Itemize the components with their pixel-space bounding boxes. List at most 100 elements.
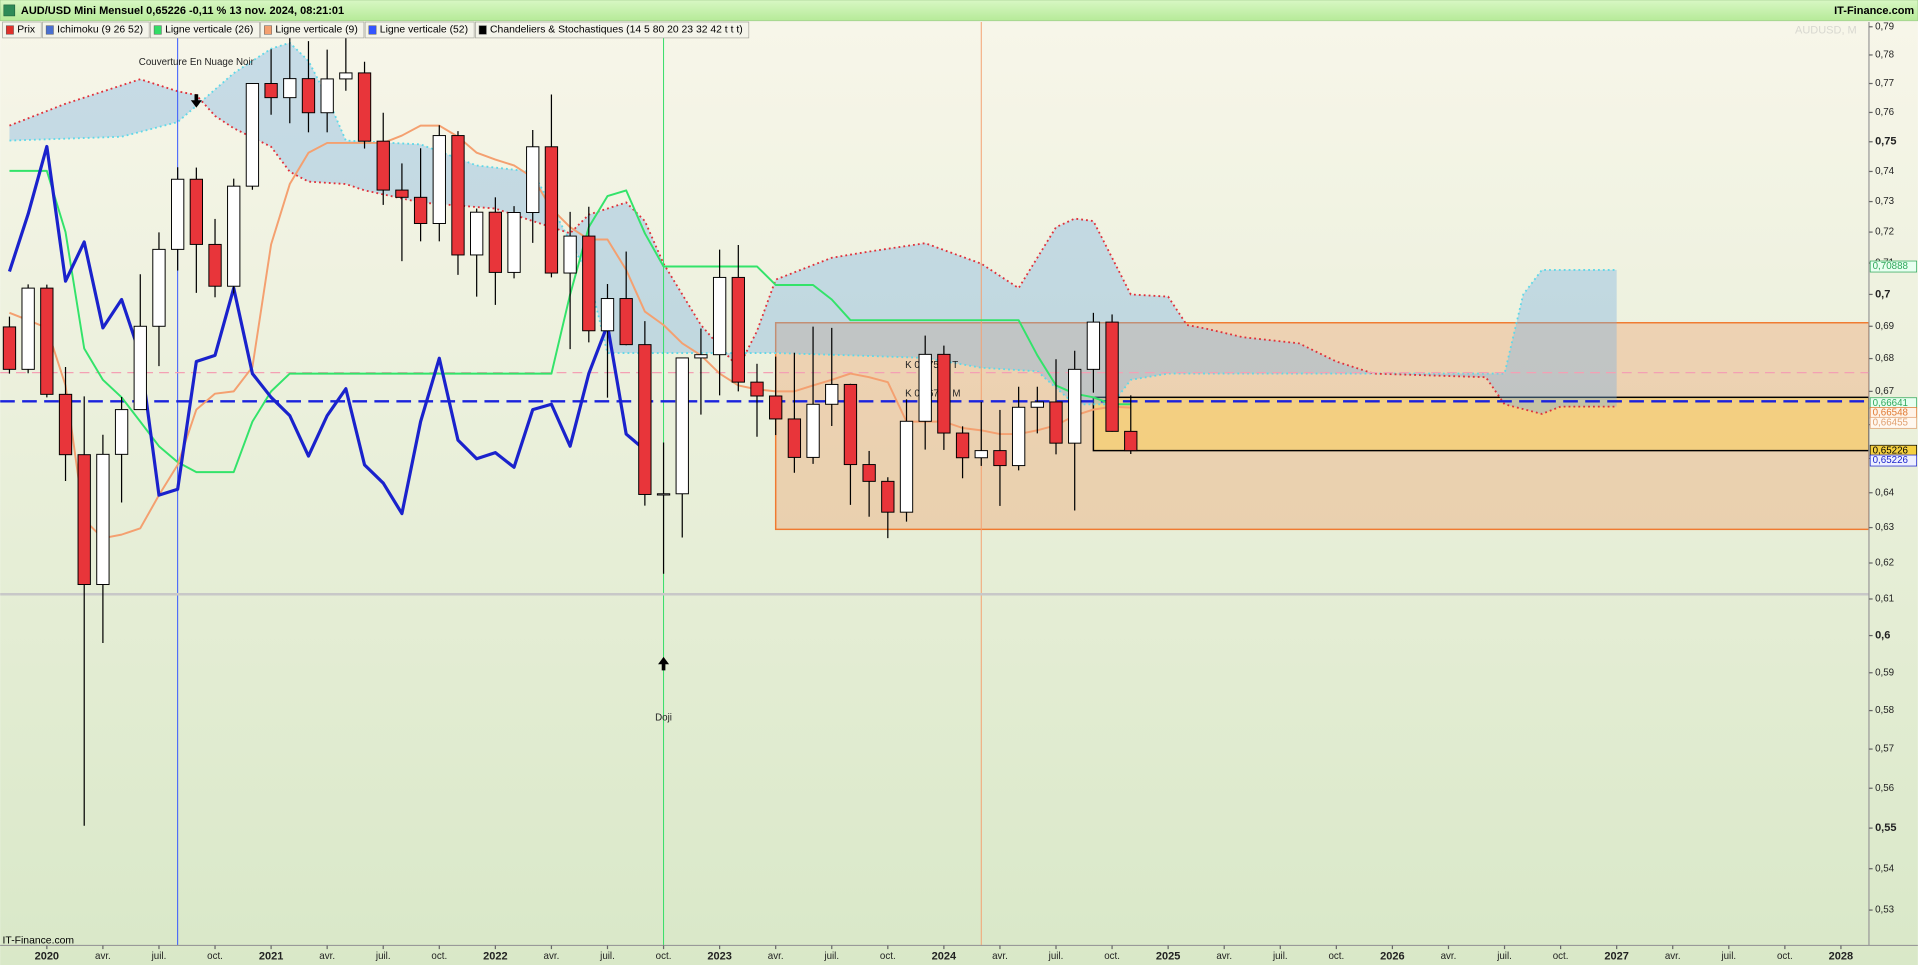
legend-swatch: [5, 25, 14, 35]
x-tick-label: oct.: [1328, 951, 1344, 962]
candle-body: [563, 235, 577, 274]
candle-body: [1049, 401, 1063, 444]
y-tick-label: 0,73: [1875, 196, 1894, 207]
y-tick-label: 0,61: [1875, 594, 1894, 605]
x-tick-label: juil.: [1720, 951, 1736, 962]
x-tick-label: avr.: [544, 951, 560, 962]
candle-body: [507, 212, 521, 273]
y-tick-label: 0,63: [1875, 522, 1894, 533]
candle-body: [881, 480, 895, 513]
legend-item: [42, 21, 150, 39]
y-tick-label: 0,75: [1875, 136, 1896, 148]
x-tick-label: oct.: [1553, 951, 1569, 962]
level-label: K 0,66700 M: [905, 389, 960, 400]
candle-body: [974, 450, 988, 459]
candle-body: [1030, 401, 1044, 408]
y-tick-label: 0,59: [1875, 667, 1894, 678]
x-tick-label: 2024: [932, 950, 957, 962]
x-tick-label: juil.: [1048, 951, 1064, 962]
candle-body: [1105, 321, 1119, 432]
price-tag: [1869, 454, 1918, 467]
candle-body: [582, 235, 596, 332]
annotation-arrow: [658, 656, 670, 671]
candle-body: [114, 409, 129, 455]
candle-body: [937, 353, 951, 434]
legend-label: Chandeliers & Stochastiques (14 5 80 20 …: [490, 25, 743, 36]
x-tick-label: 2026: [1380, 950, 1404, 962]
legend-label: Ligne verticale (9): [275, 25, 357, 36]
candle-body: [993, 450, 1007, 467]
legend-swatch: [45, 25, 54, 35]
y-tick-label: 0,58: [1875, 705, 1894, 716]
candle-body: [899, 420, 914, 513]
y-tick-label: 0,7: [1875, 288, 1890, 300]
x-tick-label: juil.: [1496, 951, 1512, 962]
y-tick-label: 0,72: [1875, 227, 1894, 238]
y-tick-label: 0,62: [1875, 558, 1894, 569]
candle-body: [40, 287, 54, 395]
candle-body: [526, 146, 540, 213]
candle-body: [955, 432, 970, 459]
legend-item: [475, 21, 750, 39]
y-tick-label: 0,54: [1875, 863, 1895, 874]
x-tick-label: avr.: [768, 951, 784, 962]
candle-body: [2, 326, 17, 370]
x-tick-label: juil.: [823, 951, 839, 962]
candle-body: [77, 454, 91, 586]
candle-body: [227, 185, 241, 287]
x-tick-label: 2022: [483, 950, 507, 962]
candle-body: [1011, 406, 1026, 467]
y-tick-label: 0,56: [1875, 783, 1894, 794]
candle-body: [600, 298, 615, 332]
x-tick-label: avr.: [1665, 951, 1681, 962]
x-tick-label: oct.: [656, 951, 672, 962]
y-tick-label: 0,55: [1875, 822, 1896, 834]
x-tick-label: 2025: [1156, 950, 1180, 962]
candle-body: [1068, 368, 1082, 444]
candle-body: [712, 276, 727, 356]
candle-body: [395, 189, 409, 198]
price-tag-label: 0,70888: [1873, 261, 1908, 272]
zone: [1092, 396, 1869, 452]
x-tick-label: 2028: [1829, 950, 1853, 962]
y-tick-label: 0,67: [1875, 386, 1894, 397]
legend-item: [260, 21, 365, 39]
candle-body: [488, 211, 503, 273]
source: IT-Finance.com: [1834, 5, 1914, 17]
y-tick-label: 0,6: [1875, 629, 1890, 641]
price-tag-label: 0,65226: [1873, 455, 1908, 466]
candle-body: [843, 383, 858, 466]
candle-body: [301, 78, 316, 114]
header-icon: [3, 4, 16, 17]
candle-body: [862, 464, 876, 482]
price-tag-label: 0,65226: [1873, 445, 1908, 456]
legend-item: [150, 21, 260, 39]
cloud-span: [9, 78, 1617, 415]
candle-body: [825, 383, 839, 405]
price-tag-label: 0,66455: [1873, 417, 1909, 428]
x-tick-label: avr.: [319, 951, 335, 962]
price-tag: [1869, 260, 1918, 273]
annotation-text: Doji: [655, 713, 672, 724]
y-tick-label: 0,68: [1875, 353, 1894, 364]
x-tick-label: oct.: [1777, 951, 1793, 962]
candle-body: [245, 83, 260, 187]
candle-body: [432, 135, 446, 224]
y-tick-label: 0,69: [1875, 321, 1894, 332]
x-tick-label: 2021: [259, 950, 283, 962]
x-tick-label: avr.: [95, 951, 111, 962]
candle-body: [787, 418, 802, 458]
indicator-line: [7, 144, 646, 516]
x-tick-label: oct.: [431, 951, 447, 962]
legend-swatch: [153, 25, 162, 35]
candle-body: [58, 393, 73, 456]
x-tick-label: avr.: [1216, 951, 1232, 962]
candle-body: [264, 83, 278, 99]
annotation-arrow: [190, 94, 202, 108]
x-tick-label: avr.: [992, 951, 1008, 962]
annotation-text: Couverture En Nuage Noir: [139, 57, 255, 68]
y-tick-label: 0,53: [1875, 905, 1894, 916]
legend-swatch: [264, 25, 272, 35]
